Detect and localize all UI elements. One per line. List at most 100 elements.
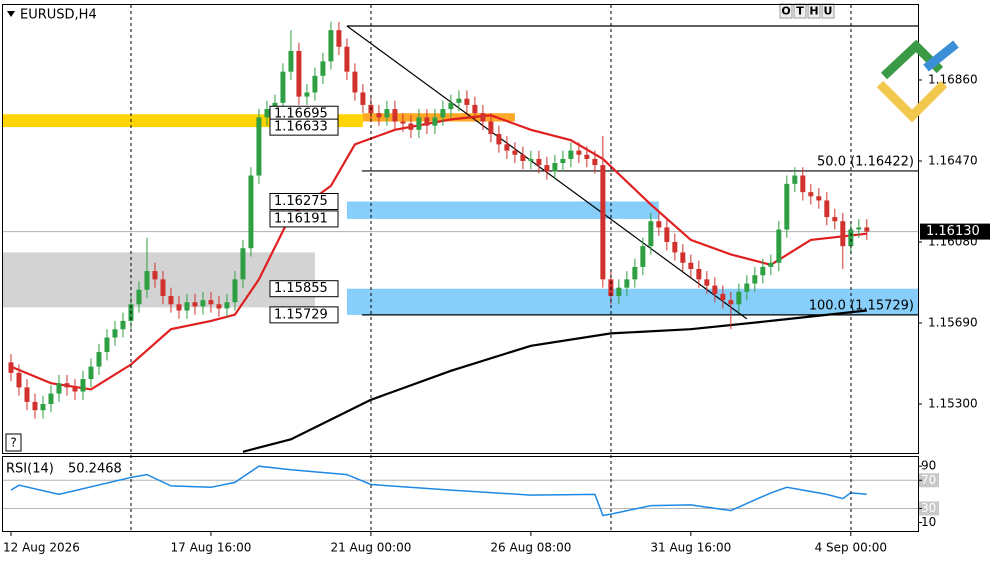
candle-body [304, 92, 310, 97]
candle-body [240, 248, 246, 280]
candle-body [328, 30, 334, 62]
candle-body [424, 117, 430, 126]
candle-body [40, 403, 46, 411]
x-tick-label: 26 Aug 08:00 [490, 541, 571, 555]
candle-body [856, 227, 862, 230]
y-tick-label: 1.16470 [928, 153, 978, 167]
candle-body [208, 300, 214, 305]
toolbar-label[interactable]: O [781, 5, 790, 18]
candle-body [16, 372, 22, 388]
candle-body [352, 71, 358, 93]
candle-body [392, 109, 398, 122]
main-plot [3, 21, 918, 453]
candle-body [280, 71, 286, 103]
rsi-level-box [919, 501, 939, 516]
candle-body [8, 362, 14, 373]
candle-body [344, 46, 350, 72]
candle-body [848, 229, 854, 247]
candle-body [448, 102, 454, 110]
rsi-line [10, 465, 867, 517]
candle-body [456, 98, 462, 103]
candle-body [656, 221, 662, 228]
candle-body [816, 196, 822, 201]
candle-body [640, 246, 646, 267]
candle-body [32, 401, 38, 411]
candle-body [376, 113, 382, 118]
candle-body [336, 30, 342, 47]
candle-body [648, 221, 654, 247]
candle-body [408, 123, 414, 130]
zone [362, 113, 515, 122]
candle-body [104, 337, 110, 353]
rsi-value: 50.2468 [68, 462, 122, 477]
candle-body [320, 61, 326, 76]
candle-body [72, 387, 78, 392]
toolbar-label[interactable]: T [796, 5, 804, 18]
zone-label-box [269, 280, 339, 298]
candle-body [680, 252, 686, 263]
candle-body [792, 175, 798, 184]
candle-body [296, 50, 302, 97]
zone-label: 1.16695 [274, 107, 328, 122]
rsi-name: RSI(14) [6, 462, 54, 477]
fibo-label: 100.0 (1.15729) [809, 298, 914, 313]
candle-body [824, 200, 830, 218]
toolbar-label[interactable]: H [809, 5, 818, 18]
candle-body [728, 300, 734, 305]
x-tick-label: 21 Aug 00:00 [330, 541, 411, 555]
logo [876, 39, 959, 123]
moving-average [242, 309, 867, 453]
candle-body [736, 291, 742, 305]
candle-body [136, 289, 142, 305]
candle-body [832, 217, 838, 222]
candle-body [48, 393, 54, 404]
candle-body [616, 287, 622, 296]
candle-body [232, 279, 238, 303]
candle-body [144, 271, 150, 290]
zone-label-box [269, 118, 339, 136]
candle-body [504, 144, 510, 151]
current-price-label: 1.16130 [926, 224, 980, 239]
candle-body [488, 121, 494, 134]
candle-body [808, 192, 814, 197]
candle-body [624, 279, 630, 288]
candle-body [632, 266, 638, 280]
current-price-box [920, 223, 990, 240]
candle-body [24, 387, 30, 402]
candle-body [800, 175, 806, 193]
candle-body [584, 154, 590, 159]
zone [346, 288, 918, 315]
candle-body [160, 279, 166, 296]
candle-body [464, 98, 470, 105]
candle-body [184, 302, 190, 311]
candle-body [120, 320, 126, 330]
candle-body [440, 109, 446, 118]
candle-body [784, 183, 790, 230]
x-tick-label: 31 Aug 16:00 [650, 541, 731, 555]
rsi-tick-label: 10 [921, 515, 936, 529]
rsi-tick-label: 70 [921, 473, 936, 487]
candle-body [88, 366, 94, 380]
menu-arrow[interactable] [7, 11, 15, 17]
zone-label: 1.16275 [274, 194, 328, 209]
help-button[interactable]: ? [10, 436, 16, 450]
rsi-tick-label: 90 [921, 459, 936, 473]
candle-body [400, 121, 406, 124]
y-tick-label: 1.15300 [928, 396, 978, 410]
rsi-tick-label: 30 [921, 501, 936, 515]
y-tick-label: 1.16860 [928, 72, 978, 86]
candle-body [64, 383, 70, 388]
rsi-frame [2, 456, 919, 532]
candle-body [776, 229, 782, 263]
candle-body [512, 150, 518, 155]
zone [346, 201, 659, 219]
x-tick-label: 17 Aug 16:00 [170, 541, 251, 555]
toolbar-label[interactable]: U [824, 5, 833, 18]
candle-body [152, 271, 158, 280]
candle-body [312, 75, 318, 93]
candle-body [480, 113, 486, 122]
help-box[interactable] [5, 433, 22, 452]
zone-label-box [269, 192, 339, 210]
